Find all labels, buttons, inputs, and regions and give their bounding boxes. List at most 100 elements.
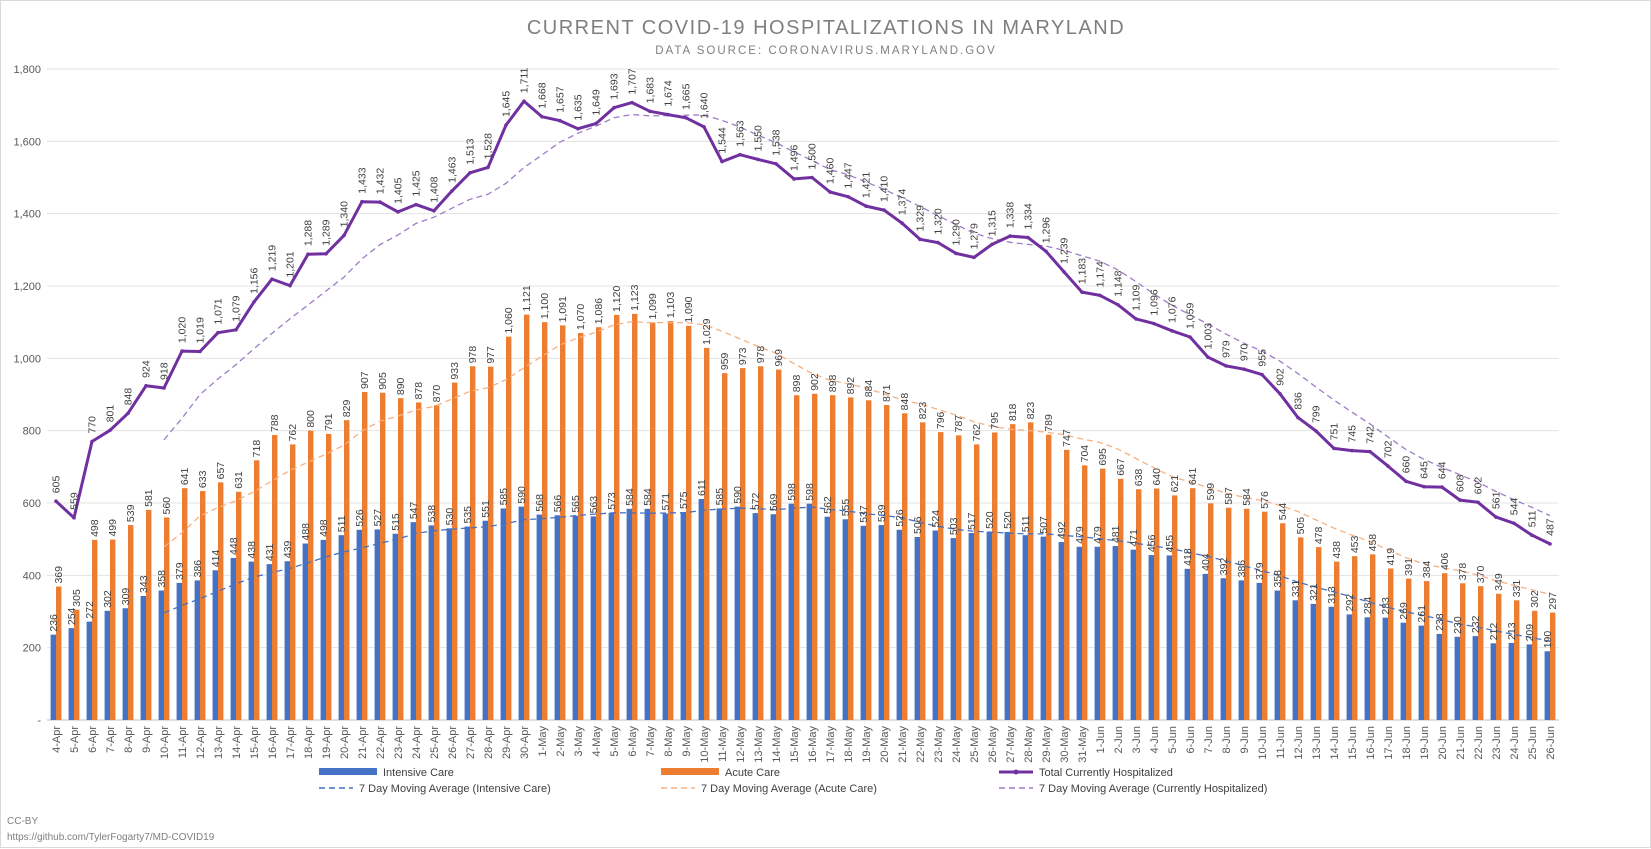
x-tick-label: 19-May [861, 726, 873, 763]
total-line-point [288, 283, 292, 288]
x-tick-label: 27-Apr [465, 726, 477, 759]
data-label-acute-care: 695 [1097, 448, 1109, 466]
data-label-total: 544 [1509, 498, 1521, 516]
bar-intensive-care [1526, 644, 1532, 720]
moving-average-line [163, 506, 1551, 642]
bar-acute-care [1226, 507, 1232, 720]
bar-acute-care [416, 402, 422, 720]
bar-acute-care [1100, 468, 1106, 720]
data-label-acute-care: 641 [1187, 467, 1199, 485]
x-tick-label: 9-Jun [1239, 726, 1251, 754]
bar-acute-care [110, 539, 116, 720]
bar-acute-care [1370, 554, 1376, 720]
data-label-intensive-care: 568 [534, 494, 546, 512]
total-line-point [630, 100, 634, 105]
x-tick-label: 12-May [735, 726, 747, 763]
data-label-acute-care: 892 [845, 377, 857, 395]
x-tick-label: 6-Apr [87, 726, 99, 753]
data-label-acute-care: 638 [1133, 469, 1145, 487]
total-line-point [162, 386, 166, 390]
bar-acute-care [146, 509, 152, 720]
data-label-intensive-care: 455 [1164, 535, 1176, 553]
data-label-intensive-care: 379 [1254, 562, 1266, 580]
total-line-point [810, 175, 814, 180]
bar-intensive-care [392, 533, 398, 720]
x-tick-label: 4-May [591, 726, 603, 757]
x-tick-label: 10-May [699, 726, 711, 763]
data-label-intensive-care: 379 [174, 562, 186, 580]
data-label-total: 1,544 [717, 127, 729, 153]
data-label-total: 1,109 [1131, 284, 1143, 310]
bar-acute-care [812, 393, 818, 720]
x-tick-label: 24-Jun [1509, 726, 1521, 760]
bar-acute-care [290, 444, 296, 720]
data-label-acute-care: 870 [431, 385, 443, 403]
total-line-point [990, 242, 994, 247]
x-tick-label: 29-Apr [501, 726, 513, 759]
x-tick-label: 4-Jun [1149, 726, 1161, 754]
bar-intensive-care [1184, 568, 1190, 720]
data-label-intensive-care: 386 [1236, 560, 1248, 578]
total-line-point [432, 208, 436, 213]
x-tick-label: 21-Apr [357, 726, 369, 759]
total-line-point [414, 202, 418, 207]
data-label-intensive-care: 492 [1056, 521, 1068, 539]
data-label-intensive-care: 414 [210, 550, 222, 568]
x-tick-label: 13-Jun [1311, 726, 1323, 760]
x-tick-label: 7-May [645, 726, 657, 757]
bar-intensive-care [122, 608, 128, 720]
total-line-point [900, 221, 904, 225]
x-tick-label: 26-May [987, 726, 999, 763]
data-label-total: 1,496 [789, 145, 801, 171]
x-tick-label: 30-Apr [519, 726, 531, 759]
bar-intensive-care [104, 610, 110, 720]
data-label-acute-care: 907 [359, 371, 371, 389]
data-label-acute-care: 453 [1349, 535, 1361, 553]
bar-intensive-care [1004, 531, 1010, 720]
total-line-point [126, 411, 130, 416]
data-label-total: 1,425 [411, 170, 423, 196]
data-label-acute-care: 349 [1493, 573, 1505, 591]
total-line-point [216, 330, 220, 335]
data-label-intensive-care: 585 [498, 488, 510, 506]
data-label-intensive-care: 526 [894, 509, 906, 527]
x-tick-label: 26-Jun [1545, 726, 1557, 760]
x-tick-label: 8-Apr [123, 726, 135, 753]
data-label-total: 608 [1455, 474, 1467, 492]
bar-acute-care [596, 327, 602, 720]
data-label-total: 924 [141, 360, 153, 378]
bar-acute-care [578, 333, 584, 720]
data-label-acute-care: 391 [1403, 558, 1415, 576]
bar-intensive-care [536, 514, 542, 720]
x-tick-label: 2-Jun [1113, 726, 1125, 754]
data-label-intensive-care: 439 [282, 541, 294, 559]
data-label-total: 561 [1491, 491, 1503, 509]
data-label-total: 1,201 [285, 251, 297, 277]
data-label-total: 1,288 [303, 220, 315, 246]
bar-acute-care [1334, 561, 1340, 720]
bar-acute-care [1010, 424, 1016, 720]
bar-acute-care [344, 420, 350, 720]
data-label-intensive-care: 547 [408, 501, 420, 519]
total-line-point [792, 177, 796, 181]
total-line-point [972, 255, 976, 260]
total-line-point [108, 428, 112, 433]
data-label-intensive-care: 404 [1200, 553, 1212, 571]
x-tick-label: 23-May [933, 726, 945, 763]
bar-acute-care [1550, 612, 1556, 720]
x-tick-label: 21-May [897, 726, 909, 763]
x-tick-label: 26-Apr [447, 726, 459, 759]
x-tick-label: 14-Apr [231, 726, 243, 759]
data-label-acute-care: 898 [827, 375, 839, 393]
x-tick-label: 28-Apr [483, 726, 495, 759]
bar-intensive-care [482, 520, 488, 720]
bar-intensive-care [1238, 580, 1244, 720]
data-label-total: 1,374 [897, 189, 909, 215]
data-label-total: 1,538 [771, 129, 783, 155]
total-line-point [1224, 364, 1228, 368]
bar-intensive-care [806, 503, 812, 720]
data-label-intensive-care: 565 [570, 495, 582, 513]
bar-acute-care [938, 432, 944, 720]
bar-acute-care [1208, 503, 1214, 720]
x-tick-label: 11-Jun [1275, 726, 1287, 759]
